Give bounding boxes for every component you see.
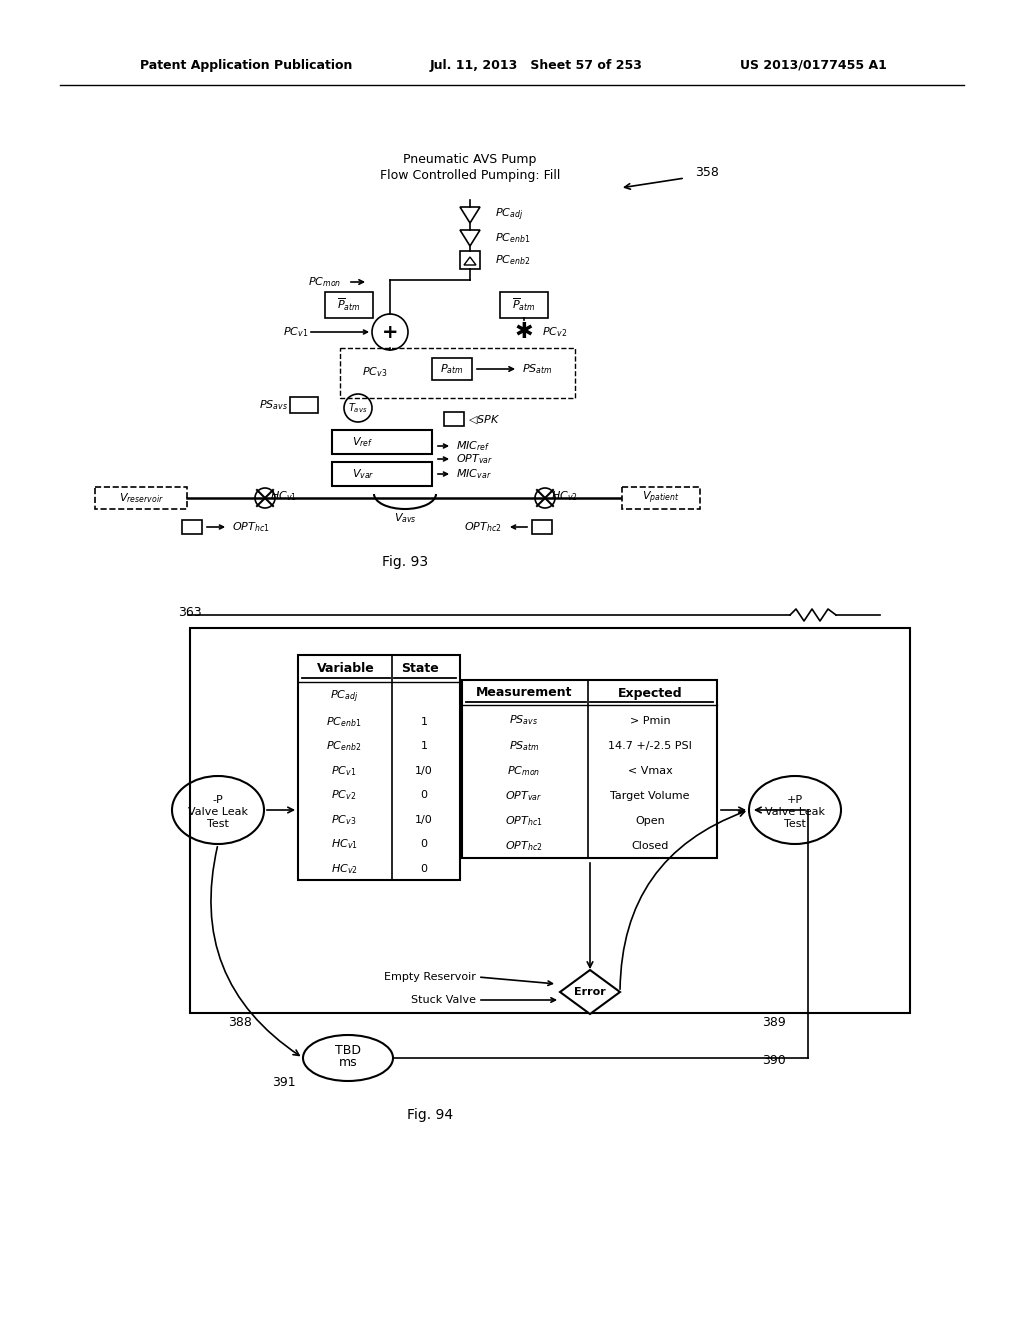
Text: 1: 1 [421, 742, 427, 751]
Text: $V_{ref}$: $V_{ref}$ [352, 436, 374, 449]
Text: $V_{avs}$: $V_{avs}$ [393, 511, 417, 525]
Text: $HC_{v1}$: $HC_{v1}$ [269, 490, 297, 503]
Polygon shape [560, 970, 620, 1014]
Text: Jul. 11, 2013   Sheet 57 of 253: Jul. 11, 2013 Sheet 57 of 253 [430, 58, 643, 71]
Text: 0: 0 [421, 791, 427, 800]
Text: Open: Open [635, 816, 665, 826]
Text: $OPT_{hc1}$: $OPT_{hc1}$ [505, 814, 543, 828]
Text: Empty Reservoir: Empty Reservoir [384, 972, 476, 982]
Text: $PS_{avs}$: $PS_{avs}$ [259, 399, 288, 412]
Text: Error: Error [574, 987, 606, 997]
Text: $MIC_{var}$: $MIC_{var}$ [456, 467, 492, 480]
Text: Stuck Valve: Stuck Valve [411, 995, 476, 1005]
Text: $PC_{mon}$: $PC_{mon}$ [507, 764, 541, 777]
Text: 0: 0 [421, 863, 427, 874]
Text: 390: 390 [762, 1055, 785, 1068]
Text: $PS_{avs}$: $PS_{avs}$ [510, 714, 539, 727]
Text: $OPT_{var}$: $OPT_{var}$ [456, 451, 494, 466]
Text: $\overline{P}_{atm}$: $\overline{P}_{atm}$ [337, 297, 360, 313]
Text: ✱: ✱ [515, 322, 534, 342]
Text: Variable: Variable [317, 663, 375, 676]
Text: $PC_{v1}$: $PC_{v1}$ [332, 764, 356, 777]
Text: $OPT_{hc1}$: $OPT_{hc1}$ [232, 520, 269, 533]
Text: $PC_{v3}$: $PC_{v3}$ [332, 813, 356, 826]
Text: $OPT_{var}$: $OPT_{var}$ [506, 789, 543, 803]
Text: $PC_{v2}$: $PC_{v2}$ [542, 325, 567, 339]
Text: Target Volume: Target Volume [610, 791, 690, 801]
Text: 1: 1 [421, 717, 427, 727]
Text: State: State [401, 663, 439, 676]
Text: $PC_{enb1}$: $PC_{enb1}$ [327, 715, 361, 729]
Text: $PC_{adj}$: $PC_{adj}$ [330, 689, 358, 705]
Text: -P: -P [213, 795, 223, 805]
Text: $V_{reservoir}$: $V_{reservoir}$ [119, 491, 164, 504]
Text: TBD: TBD [335, 1044, 361, 1056]
Text: 0: 0 [421, 840, 427, 849]
Text: 391: 391 [272, 1076, 296, 1089]
Text: $PC_{enb1}$: $PC_{enb1}$ [495, 231, 530, 246]
Text: $PC_{v2}$: $PC_{v2}$ [332, 788, 356, 803]
Text: 14.7 +/-2.5 PSI: 14.7 +/-2.5 PSI [608, 741, 692, 751]
Text: 1/0: 1/0 [415, 766, 433, 776]
Text: $\triangleleft SPK$: $\triangleleft SPK$ [468, 413, 501, 426]
Text: Valve Leak: Valve Leak [188, 807, 248, 817]
Text: $OPT_{hc2}$: $OPT_{hc2}$ [464, 520, 502, 533]
Text: +: + [382, 322, 398, 342]
Text: $T_{avs}$: $T_{avs}$ [348, 401, 368, 414]
Text: Test: Test [207, 818, 229, 829]
Text: $PC_{enb2}$: $PC_{enb2}$ [327, 739, 361, 754]
Text: Pneumatic AVS Pump: Pneumatic AVS Pump [403, 153, 537, 166]
Text: Test: Test [784, 818, 806, 829]
Text: $HC_{v2}$: $HC_{v2}$ [331, 862, 357, 875]
Text: $HC_{v2}$: $HC_{v2}$ [551, 490, 578, 503]
Text: 389: 389 [762, 1015, 785, 1028]
Text: Flow Controlled Pumping: Fill: Flow Controlled Pumping: Fill [380, 169, 560, 181]
Text: US 2013/0177455 A1: US 2013/0177455 A1 [740, 58, 887, 71]
Text: 358: 358 [695, 165, 719, 178]
Text: $OPT_{hc2}$: $OPT_{hc2}$ [505, 840, 543, 853]
Text: $PS_{atm}$: $PS_{atm}$ [522, 362, 553, 376]
Text: < Vmax: < Vmax [628, 766, 673, 776]
Text: $V_{patient}$: $V_{patient}$ [642, 490, 680, 506]
Text: Patent Application Publication: Patent Application Publication [140, 58, 352, 71]
Text: +P: +P [786, 795, 803, 805]
Text: > Pmin: > Pmin [630, 715, 671, 726]
Text: $PC_{adj}$: $PC_{adj}$ [495, 207, 523, 223]
Text: $PC_{v3}$: $PC_{v3}$ [362, 366, 387, 379]
Text: $\overline{P}_{atm}$: $\overline{P}_{atm}$ [512, 297, 536, 313]
Text: Expected: Expected [617, 686, 682, 700]
Text: 388: 388 [228, 1015, 252, 1028]
Text: 1/0: 1/0 [415, 814, 433, 825]
Text: 363: 363 [178, 606, 202, 619]
Text: Measurement: Measurement [476, 686, 572, 700]
Text: $PC_{mon}$: $PC_{mon}$ [308, 275, 341, 289]
Text: $P_{atm}$: $P_{atm}$ [440, 362, 464, 376]
Text: $PS_{atm}$: $PS_{atm}$ [509, 739, 540, 752]
Text: $PC_{enb2}$: $PC_{enb2}$ [495, 253, 530, 267]
Text: $V_{var}$: $V_{var}$ [352, 467, 375, 480]
Text: Fig. 94: Fig. 94 [407, 1107, 453, 1122]
Text: $PC_{v1}$: $PC_{v1}$ [283, 325, 308, 339]
Text: $MIC_{ref}$: $MIC_{ref}$ [456, 440, 490, 453]
Text: Valve Leak: Valve Leak [765, 807, 825, 817]
Text: ms: ms [339, 1056, 357, 1069]
Text: Closed: Closed [632, 841, 669, 851]
Text: Fig. 93: Fig. 93 [382, 554, 428, 569]
Text: $HC_{v1}$: $HC_{v1}$ [331, 837, 357, 851]
